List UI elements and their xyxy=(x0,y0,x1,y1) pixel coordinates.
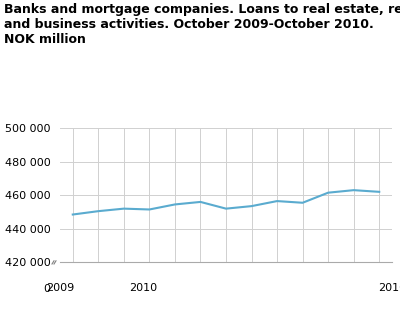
Text: Banks and mortgage companies. Loans to real estate, renting
and business activit: Banks and mortgage companies. Loans to r… xyxy=(4,3,400,46)
Text: 2010: 2010 xyxy=(129,283,157,293)
Text: 2009: 2009 xyxy=(46,283,74,293)
Text: 2010: 2010 xyxy=(378,283,400,293)
